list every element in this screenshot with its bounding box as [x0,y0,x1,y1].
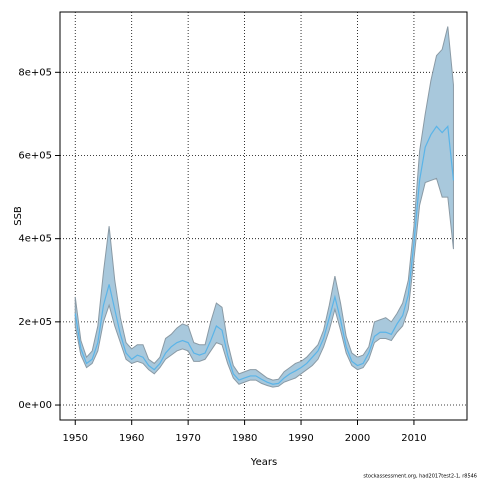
x-tick-label: 2010 [401,433,426,444]
line [74,124,455,385]
plot-frame [59,11,468,421]
y-tick-label: 2e+05 [18,317,52,328]
y-tick-label: 4e+05 [18,234,52,245]
x-tick-label: 1990 [288,433,313,444]
x-tick-label: 1980 [232,433,257,444]
x-axis-label: Years [250,457,277,468]
caption: stockassessment.org, had2017test2-1, r85… [363,474,477,480]
y-tick-label: 6e+05 [18,150,52,161]
confidence-band [74,26,454,388]
x-tick-label: 1960 [119,433,144,444]
x-tick-label: 1970 [175,433,200,444]
x-tick-label: 1950 [63,433,88,444]
x-tick-label: 2000 [345,433,370,444]
y-axis-label: SSB [13,206,24,226]
y-tick-label: 8e+05 [18,67,52,78]
y-tick-label: 0e+00 [18,400,52,411]
